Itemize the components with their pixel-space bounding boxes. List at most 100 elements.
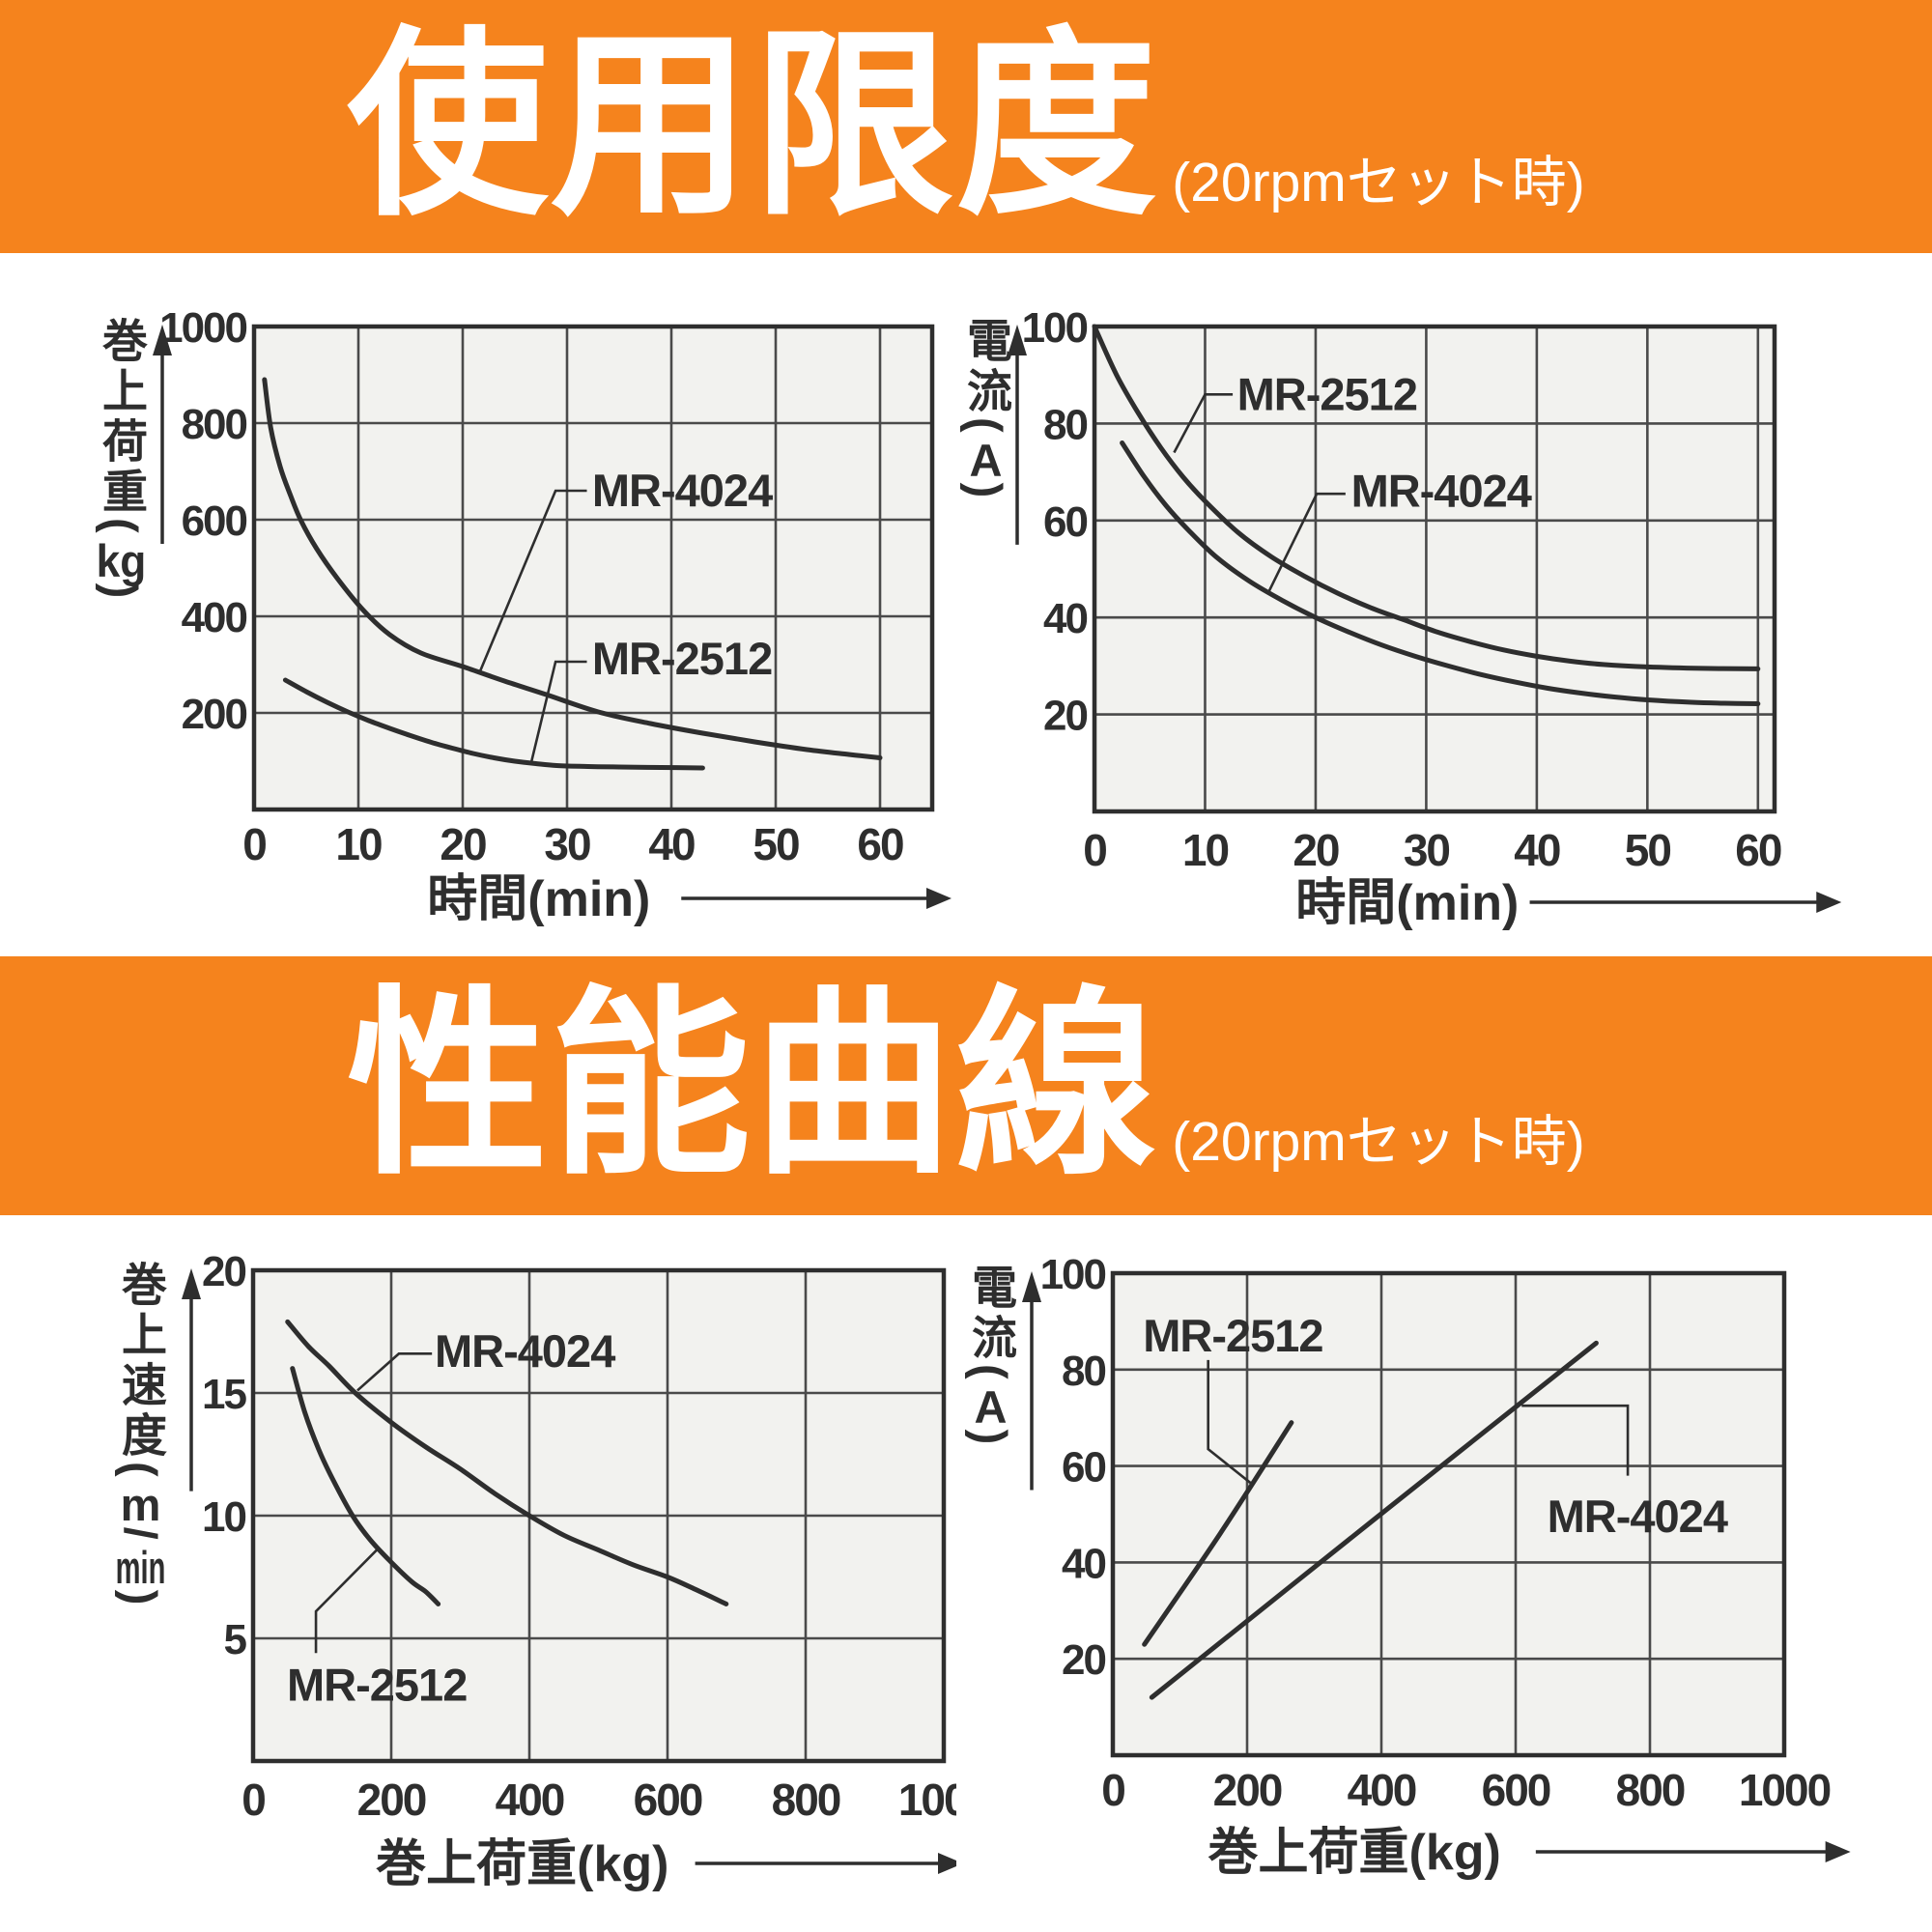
y-tick-label: 600	[182, 497, 247, 545]
plot-border	[250, 1267, 947, 1764]
x-tick-label: 400	[496, 1775, 564, 1825]
x-tick-label: 40	[648, 819, 695, 869]
x-tick-label: 0	[242, 819, 266, 869]
x-tick-label: 10	[1182, 825, 1229, 875]
y-axis-arrow-icon	[1022, 1271, 1041, 1302]
y-tick-label: 400	[182, 594, 247, 641]
x-tick-label: 1000	[1739, 1765, 1831, 1815]
x-axis-arrow-icon	[926, 888, 952, 909]
y-axis-label: 電流(A)	[965, 1264, 1016, 1450]
plot-background	[254, 327, 932, 810]
y-tick-label: 60	[1062, 1444, 1105, 1492]
series-label-MR-4024: MR-4024	[1351, 466, 1532, 517]
y-axis-arrow-icon	[153, 325, 172, 355]
series-label-MR-2512: MR-2512	[287, 1659, 467, 1710]
series-line-MR-2512	[1142, 1420, 1294, 1647]
series-label-MR-4024: MR-4024	[592, 465, 773, 516]
y-tick-label: 80	[1043, 401, 1087, 448]
series-line-MR-4024	[285, 1319, 729, 1606]
y-tick-label: 100	[1040, 1251, 1106, 1298]
series-line-MR-2512	[282, 677, 705, 771]
x-tick-label: 0	[242, 1775, 265, 1825]
x-tick-label: 400	[1348, 1765, 1416, 1815]
x-tick-label: 200	[1213, 1765, 1282, 1815]
x-axis-label: 時間(min)	[427, 871, 650, 927]
x-tick-label: 10	[335, 819, 382, 869]
x-tick-label: 800	[772, 1775, 840, 1825]
series-line-MR-4024	[1120, 440, 1761, 707]
x-axis-label: 巻上荷重(kg)	[375, 1836, 668, 1892]
x-tick-label: 20	[1293, 825, 1339, 875]
series-leader-MR-2512	[314, 1548, 378, 1654]
x-tick-label: 30	[544, 819, 590, 869]
banner-usage-limit-subtitle: (20rpmセット時)	[1172, 151, 1585, 213]
y-tick-label: 20	[1043, 693, 1087, 740]
banner-performance-curve-title: 性能曲線	[347, 974, 1159, 1198]
chart-hoisting-speed-vs-load: 0 200 400 600 800 1000 5 10 15 20 巻上荷重(kg) MR-4024 M…	[29, 1236, 956, 1913]
chart-canvas: 0 10 20 30 40 50 60 20 40 60 80 100 時間(min) MR-2512 MR…	[1008, 304, 1842, 931]
y-tick-label: 20	[202, 1248, 245, 1295]
ylabel-latin-run: m	[120, 1481, 161, 1527]
y-axis-label: 巻上速度(m/min)	[115, 1261, 166, 1610]
chart-canvas: 0 10 20 30 40 50 60 200 400 600 800 1000 時間(min) MR-4…	[153, 304, 952, 927]
plot-background	[1094, 327, 1775, 811]
plot-border	[251, 324, 935, 812]
series-label-MR-2512: MR-2512	[592, 633, 772, 684]
y-tick-label: 10	[202, 1493, 245, 1541]
chart-hoisting-load-vs-time: 0 10 20 30 40 50 60 200 400 600 800 1000 時間(min) MR-4…	[29, 270, 956, 947]
ylabel-latin-run: A	[974, 1383, 1008, 1430]
y-axis-arrow-icon	[182, 1268, 201, 1299]
y-tick-label: 80	[1062, 1348, 1105, 1395]
x-tick-label: 600	[1482, 1765, 1550, 1815]
y-tick-label: 1000	[159, 304, 246, 352]
x-axis-label: 時間(min)	[1295, 875, 1519, 931]
x-tick-label: 0	[1101, 1765, 1124, 1815]
x-tick-label: 50	[753, 819, 799, 869]
x-tick-label: 50	[1625, 825, 1671, 875]
y-tick-label: 40	[1043, 595, 1087, 642]
x-tick-label: 600	[634, 1775, 702, 1825]
y-axis-label: 電流(A)	[960, 317, 1011, 503]
series-leader-MR-4024	[1521, 1404, 1630, 1476]
banner-performance-curve: 性能曲線 (20rpmセット時)	[0, 956, 1932, 1215]
y-tick-label: 40	[1062, 1540, 1105, 1587]
y-tick-label: 60	[1043, 498, 1087, 546]
x-tick-label: 40	[1514, 825, 1560, 875]
y-tick-label: 200	[182, 691, 247, 738]
series-line-MR-2512	[1092, 324, 1761, 671]
x-tick-label: 800	[1616, 1765, 1685, 1815]
x-axis-arrow-icon	[938, 1853, 956, 1874]
x-tick-label: 0	[1083, 825, 1106, 875]
y-tick-label: 800	[182, 401, 247, 448]
plot-background	[1113, 1273, 1784, 1755]
x-axis-arrow-icon	[1825, 1841, 1851, 1862]
plot-border	[1110, 1270, 1787, 1758]
chart-current-vs-time: 0 10 20 30 40 50 60 20 40 60 80 100 時間(min) MR-2512 MR…	[952, 270, 1879, 947]
series-line-MR-4024	[262, 377, 883, 760]
y-tick-label: 100	[1022, 304, 1088, 352]
plot-border	[1092, 324, 1777, 814]
series-leader-MR-2512	[1207, 1359, 1252, 1485]
series-label-MR-2512: MR-2512	[1143, 1310, 1322, 1361]
x-axis-label: 巻上荷重(kg)	[1208, 1825, 1501, 1881]
banner-performance-curve-subtitle: (20rpmセット時)	[1172, 1110, 1585, 1173]
series-label-MR-4024: MR-4024	[435, 1325, 615, 1377]
series-line-MR-2512	[290, 1366, 441, 1606]
banner-usage-limit-title: 使用限度	[347, 14, 1159, 239]
ylabel-latin-run: min	[115, 1544, 166, 1590]
series-leader-MR-4024	[356, 1352, 433, 1392]
x-tick-label: 30	[1404, 825, 1450, 875]
x-tick-label: 1000	[898, 1775, 956, 1825]
series-line-MR-4024	[1149, 1340, 1599, 1700]
x-tick-label: 200	[357, 1775, 426, 1825]
series-leader-MR-2512	[530, 660, 587, 762]
ylabel-latin-run: A	[969, 437, 1003, 483]
y-axis-arrow-icon	[1008, 325, 1027, 355]
y-axis-label: 巻上荷重(kg)	[96, 317, 147, 604]
series-leader-MR-4024	[1266, 492, 1346, 594]
x-tick-label: 20	[440, 819, 486, 869]
x-tick-label: 60	[857, 819, 903, 869]
x-axis-arrow-icon	[1816, 892, 1842, 913]
series-label-MR-2512: MR-2512	[1237, 368, 1417, 419]
